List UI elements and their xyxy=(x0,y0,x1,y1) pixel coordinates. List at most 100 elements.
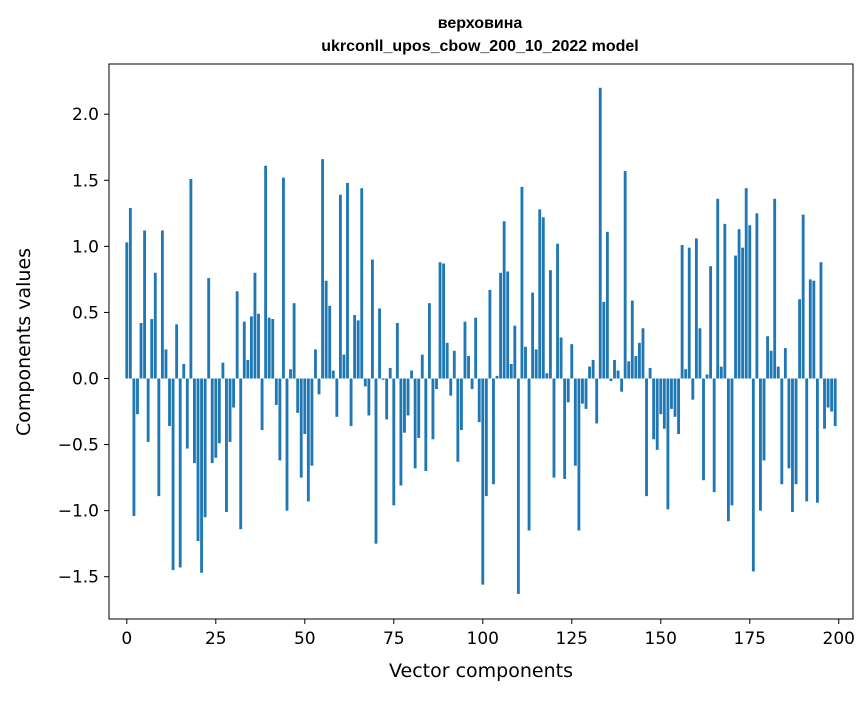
bar xyxy=(805,378,809,502)
bar xyxy=(168,378,171,427)
bar xyxy=(531,292,535,379)
bar xyxy=(570,344,574,379)
bar xyxy=(492,378,495,485)
bar xyxy=(267,317,271,379)
bar xyxy=(128,208,132,379)
bar xyxy=(225,378,228,512)
bar xyxy=(249,316,253,379)
bar xyxy=(716,198,720,379)
bar xyxy=(410,370,414,379)
y-tick-label: 0.0 xyxy=(72,370,99,390)
bar xyxy=(445,342,449,379)
bar xyxy=(655,378,659,450)
bar xyxy=(427,303,431,379)
bar xyxy=(712,378,716,493)
bar xyxy=(456,378,460,462)
bar xyxy=(627,361,631,379)
bar xyxy=(253,272,257,379)
bar xyxy=(260,378,264,431)
bar xyxy=(780,378,784,485)
bar xyxy=(559,337,563,379)
bar xyxy=(420,354,424,379)
x-tick-label: 75 xyxy=(383,629,405,649)
bar xyxy=(403,378,406,433)
bar xyxy=(819,262,823,379)
bar xyxy=(602,301,606,379)
bar xyxy=(374,378,378,544)
bar xyxy=(143,230,147,379)
bar xyxy=(815,378,819,503)
bar xyxy=(470,378,474,390)
bar xyxy=(314,349,317,379)
bar xyxy=(239,378,243,530)
bar xyxy=(605,231,609,379)
bar xyxy=(228,378,232,442)
y-tick-label: −0.5 xyxy=(58,436,99,456)
bar xyxy=(645,378,648,497)
bar xyxy=(271,319,275,379)
bar xyxy=(385,378,389,420)
bar xyxy=(474,317,478,379)
bar xyxy=(363,378,367,387)
bar xyxy=(196,378,200,542)
chart-title-line2: ukrconll_upos_cbow_200_10_2022 model xyxy=(321,38,638,55)
bar xyxy=(153,272,157,379)
bar xyxy=(759,378,762,511)
bar xyxy=(595,378,599,424)
bar xyxy=(787,378,791,469)
bar xyxy=(541,217,545,379)
bar xyxy=(232,378,236,408)
bar xyxy=(705,374,709,379)
bar xyxy=(477,378,481,423)
bar xyxy=(388,367,392,379)
bar xyxy=(734,255,737,379)
bar xyxy=(488,289,492,379)
bar xyxy=(342,354,346,379)
bar-series xyxy=(125,87,837,594)
bar xyxy=(285,378,289,511)
bar xyxy=(737,229,741,379)
bar xyxy=(210,378,214,464)
bar xyxy=(406,378,410,416)
bar xyxy=(235,291,239,379)
chart-title-line1: верховина xyxy=(438,15,523,32)
bar xyxy=(588,366,591,379)
bar xyxy=(637,342,641,379)
bar xyxy=(484,378,488,497)
bar xyxy=(677,378,680,434)
bar xyxy=(356,320,360,379)
bar xyxy=(299,378,303,478)
bar xyxy=(146,378,150,442)
bar xyxy=(178,378,182,568)
bar xyxy=(783,348,787,379)
bar xyxy=(513,325,517,379)
bar xyxy=(748,225,752,379)
bar xyxy=(459,378,463,431)
bar xyxy=(164,349,168,379)
bar xyxy=(609,378,613,382)
bar xyxy=(534,349,538,379)
bar xyxy=(766,336,769,379)
bar xyxy=(652,378,656,440)
bar xyxy=(282,177,285,379)
bar xyxy=(620,378,624,392)
bar xyxy=(726,378,730,522)
bar xyxy=(659,378,663,415)
bar xyxy=(662,378,666,429)
bar xyxy=(566,378,570,403)
bar xyxy=(648,367,652,379)
bar xyxy=(278,378,282,461)
bar xyxy=(723,223,727,379)
bar xyxy=(499,272,503,379)
x-tick-label: 125 xyxy=(556,629,588,649)
x-tick-label: 25 xyxy=(205,629,227,649)
bar xyxy=(552,378,556,478)
x-tick-label: 175 xyxy=(734,629,766,649)
bar xyxy=(242,321,246,379)
bar xyxy=(132,378,136,516)
bar xyxy=(221,362,225,379)
y-axis-ticks: −1.5 −1.0 −0.5 0.0 0.5 1.0 1.5 2.0 xyxy=(58,105,109,588)
bar xyxy=(274,378,278,405)
bar xyxy=(584,378,588,409)
